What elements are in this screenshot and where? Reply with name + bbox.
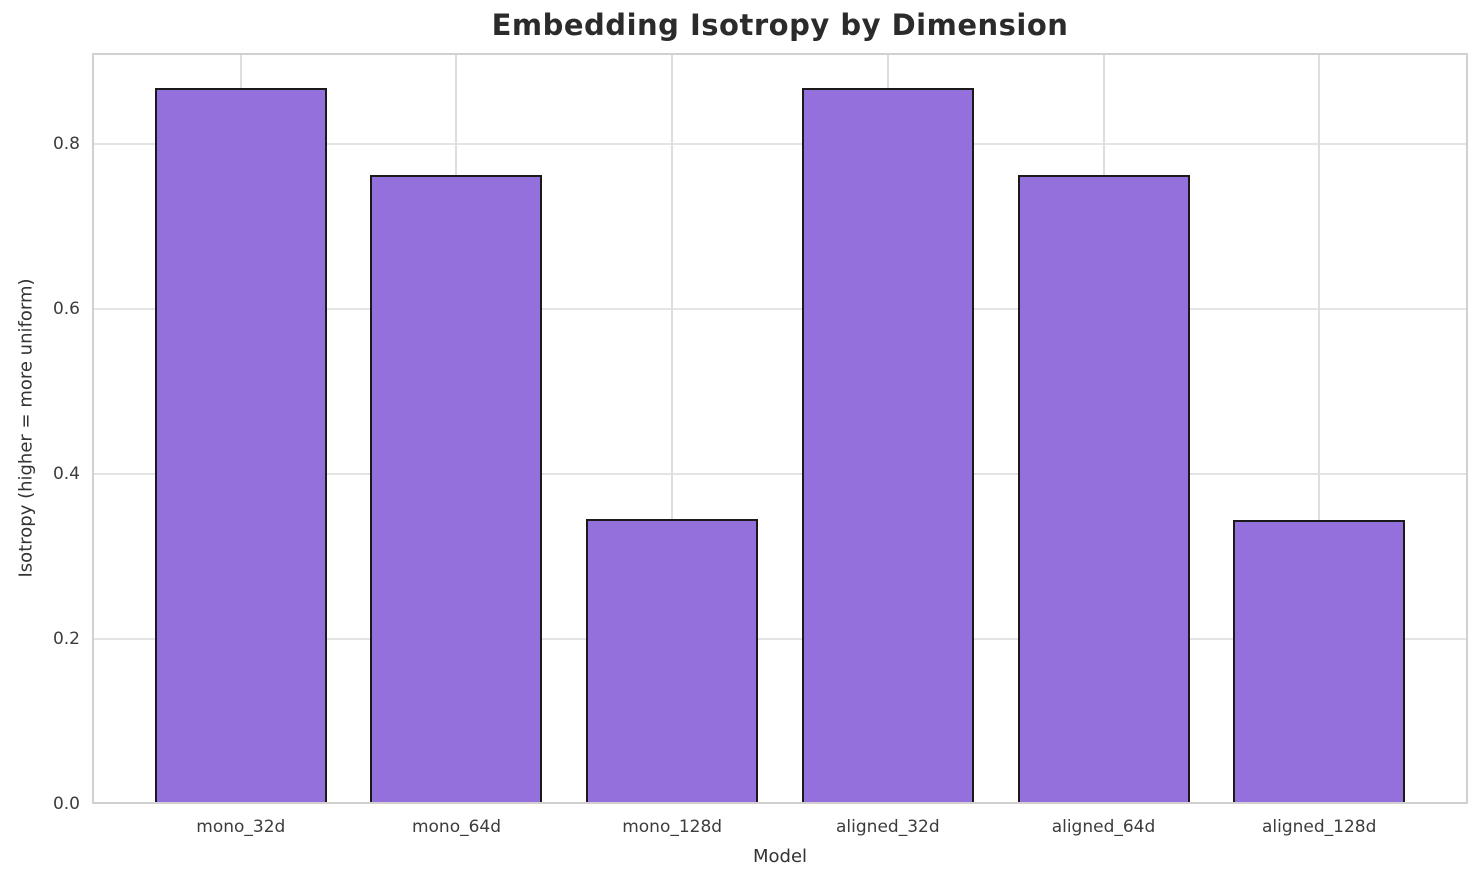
y-tick-label: 0.2 [52, 628, 80, 649]
x-tick-label: mono_64d [411, 817, 502, 837]
x-gridline [671, 53, 674, 804]
y-gridline [92, 307, 1468, 310]
y-gridline [92, 472, 1468, 475]
chart-title: Embedding Isotropy by Dimension [491, 8, 1069, 42]
x-tick-label: mono_32d [196, 817, 286, 837]
x-tick-label: aligned_64d [1051, 817, 1156, 837]
x-tick-label: aligned_128d [1261, 817, 1377, 837]
y-axis-label: Isotropy (higher = more uniform) [15, 278, 37, 578]
plot-area [92, 53, 1468, 804]
x-tick-label: mono_128d [622, 817, 723, 837]
bar-mono_32d [154, 88, 327, 804]
y-tick-label: 0.8 [52, 133, 80, 154]
y-tick-label: 0.6 [52, 298, 80, 319]
bar-mono_64d [370, 175, 543, 804]
bar-aligned_32d [801, 88, 974, 804]
x-tick-label: aligned_32d [836, 817, 940, 837]
x-gridline [1318, 53, 1321, 804]
x-axis-label: Model [752, 846, 808, 867]
bar-aligned_128d [1233, 520, 1406, 804]
bar-mono_128d [586, 519, 759, 804]
y-gridline [92, 142, 1468, 145]
y-tick-label: 0.0 [52, 794, 80, 814]
y-tick-label: 0.4 [52, 463, 80, 484]
bar-aligned_64d [1017, 175, 1190, 804]
y-gridline [92, 637, 1468, 640]
